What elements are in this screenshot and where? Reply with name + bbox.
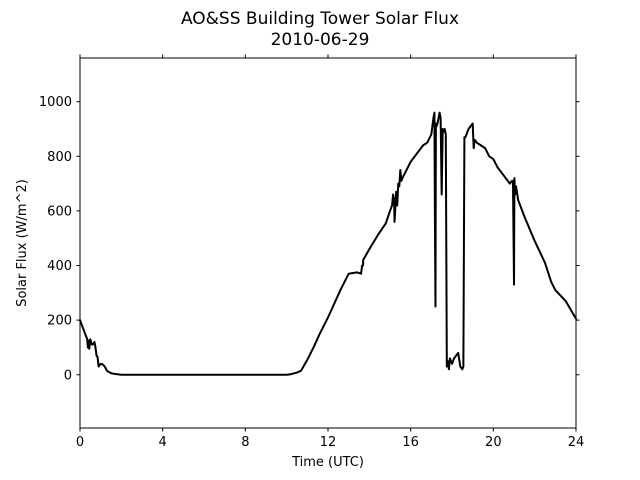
x-tick-label: 16 [402, 435, 419, 450]
y-axis-label: Solar Flux (W/m^2) [15, 179, 30, 307]
x-tick-label: 8 [241, 435, 249, 450]
x-tick-label: 4 [159, 435, 167, 450]
chart-title: AO&SS Building Tower Solar Flux [181, 9, 459, 29]
plot-area-frame [79, 57, 577, 429]
y-tick-label: 800 [47, 150, 72, 165]
y-tick-label: 200 [47, 314, 72, 329]
x-tick-label: 0 [76, 435, 84, 450]
x-axis-label: Time (UTC) [291, 455, 364, 470]
y-tick-label: 400 [47, 259, 72, 274]
y-tick-label: 1000 [39, 95, 72, 110]
x-tick-label: 20 [485, 435, 502, 450]
series-line-solar-flux [79, 111, 577, 376]
x-axis-ticks: 0 4 8 12 16 20 24 [76, 54, 585, 450]
chart-subtitle: 2010-06-29 [271, 30, 370, 50]
y-axis-ticks: 0 200 400 600 800 1000 [39, 95, 580, 383]
x-tick-label: 24 [568, 435, 585, 450]
y-tick-label: 0 [64, 368, 72, 383]
y-tick-label: 600 [47, 204, 72, 219]
x-tick-label: 12 [320, 435, 337, 450]
